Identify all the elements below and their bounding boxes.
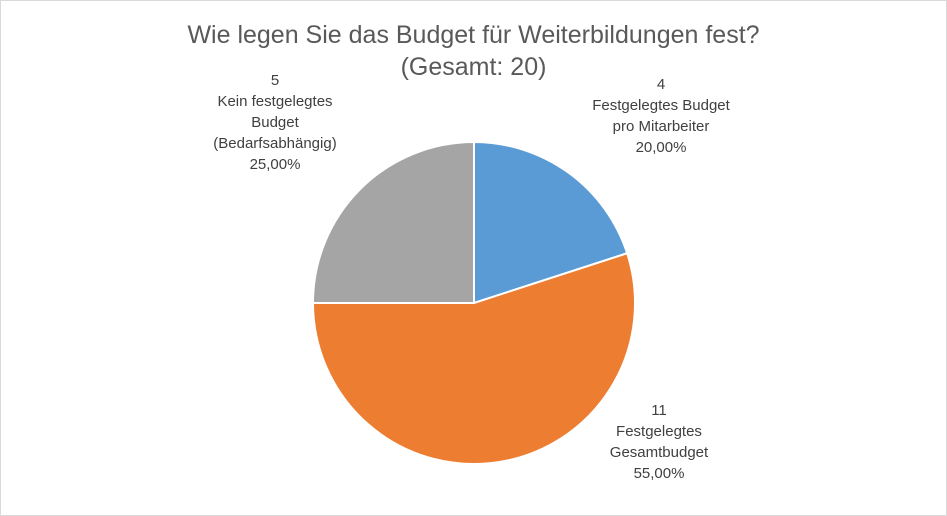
slice-label-percent: 55,00% [633,465,685,482]
slice-label-total-budget: 11 Festgelegtes Gesamtbudget 55,00% [579,400,739,484]
slice-label-percent: 25,00% [249,156,301,173]
slice-label-name-line: Budget [251,114,299,131]
slice-label-name-line: Festgelegtes [616,423,702,440]
chart-title-line-1: Wie legen Sie das Budget für Weiterbildu… [187,21,760,49]
slice-label-no-fixed-budget: 5 Kein festgelegtes Budget (Bedarfsabhän… [185,70,365,175]
slice-label-value: 5 [270,72,280,89]
slice-label-name-line: pro Mitarbeiter [612,118,710,135]
chart-title: Wie legen Sie das Budget für Weiterbildu… [1,19,946,83]
pie-slice-budget-per-employee [473,141,629,304]
slice-label-percent: 20,00% [635,139,687,156]
slice-label-name-line: Gesamtbudget [609,444,709,461]
slice-label-name-line: (Bedarfsabhängig) [213,135,337,152]
slice-label-value: 11 [651,402,667,419]
slice-label-value: 4 [656,76,666,93]
slice-label-name-line: Festgelegtes Budget [592,97,730,114]
chart-title-line-2: (Gesamt: 20) [400,53,547,81]
slice-label-name-line: Kein festgelegtes [217,93,333,110]
pie-slice-no-fixed-budget [312,141,475,304]
slice-label-budget-per-employee: 4 Festgelegtes Budget pro Mitarbeiter 20… [561,74,761,158]
pie-slice-total-budget [312,252,636,465]
